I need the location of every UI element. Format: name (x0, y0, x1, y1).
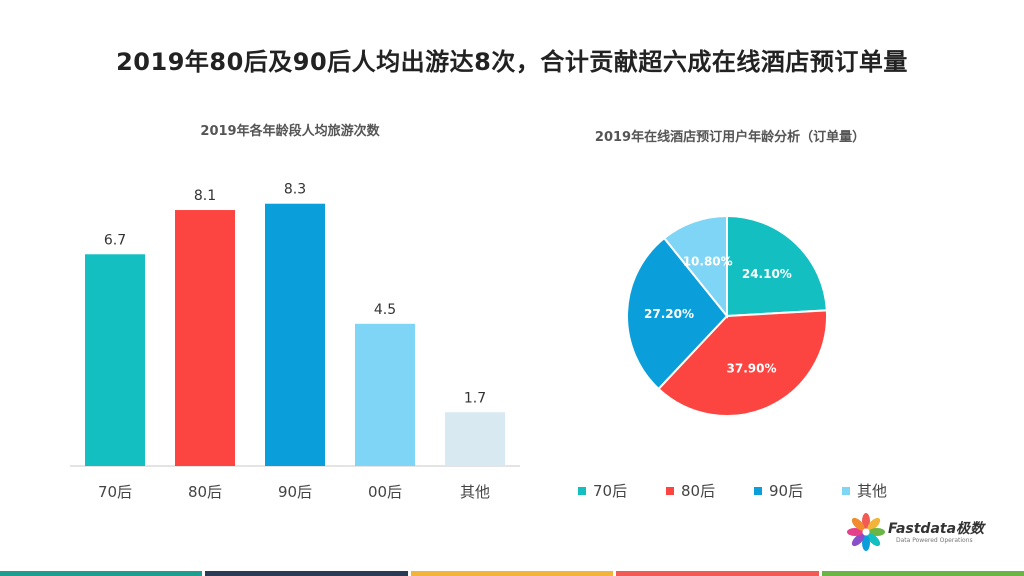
page-title: 2019年80后及90后人均出游达8次，合计贡献超六成在线酒店预订单量 (116, 48, 908, 76)
legend-item-1: 80后 (666, 480, 754, 501)
bar-category-label-2: 90后 (278, 483, 312, 501)
legend-swatch (578, 486, 586, 495)
pie-value-label-0: 24.10% (742, 267, 792, 281)
footer-color-bar (0, 571, 1024, 576)
bar-1 (175, 210, 235, 466)
legend-item-2: 90后 (754, 480, 842, 501)
legend-label: 70后 (593, 482, 628, 500)
bar-category-label-1: 80后 (188, 483, 222, 501)
bar-0 (85, 254, 145, 466)
pie-legend: 70后 80后 90后 其他 (578, 480, 930, 501)
bar-value-label-1: 8.1 (194, 188, 216, 204)
footer-segment-4 (821, 571, 1024, 576)
pie-value-label-2: 27.20% (644, 307, 694, 321)
bar-chart-title: 2019年各年龄段人均旅游次数 (200, 124, 380, 139)
flower-logo-icon (847, 513, 885, 551)
footer-segment-3 (616, 571, 819, 576)
bar-3 (355, 323, 415, 466)
bar-4 (445, 412, 505, 466)
logo-name: Fastdata极数 (888, 521, 985, 537)
bar-value-label-2: 8.3 (284, 182, 306, 198)
footer-segment-0 (0, 571, 203, 576)
pie-value-label-1: 37.90% (727, 362, 777, 376)
legend-label: 80后 (681, 482, 716, 500)
pie-chart-title: 2019年在线酒店预订用户年龄分析（订单量） (594, 130, 866, 145)
pie-slice-2 (626, 236, 729, 391)
legend-item-0: 70后 (578, 480, 666, 501)
pie-value-label-3: 10.80% (683, 254, 733, 268)
pie-slice-0 (726, 214, 828, 318)
bar-value-label-3: 4.5 (374, 302, 396, 318)
pie-slice-3 (662, 214, 728, 319)
legend-swatch (666, 486, 674, 495)
bar-category-label-0: 70后 (98, 483, 132, 501)
footer-segment-2 (410, 571, 614, 576)
pie-slice-1 (657, 309, 828, 417)
legend-item-3: 其他 (842, 480, 930, 501)
bar-category-label-3: 00后 (368, 483, 402, 501)
legend-label: 90后 (769, 482, 804, 500)
fastdata-logo: Fastdata极数 Data Powered Operations (846, 512, 996, 552)
bar-value-label-0: 6.7 (104, 232, 126, 248)
logo-tagline: Data Powered Operations (896, 537, 973, 544)
bar-2 (265, 203, 325, 466)
bar-category-label-4: 其他 (460, 483, 490, 501)
legend-label: 其他 (857, 482, 888, 500)
bar-value-label-4: 1.7 (464, 390, 486, 406)
legend-swatch (842, 486, 850, 495)
legend-swatch (754, 486, 762, 495)
footer-segment-1 (205, 571, 408, 576)
